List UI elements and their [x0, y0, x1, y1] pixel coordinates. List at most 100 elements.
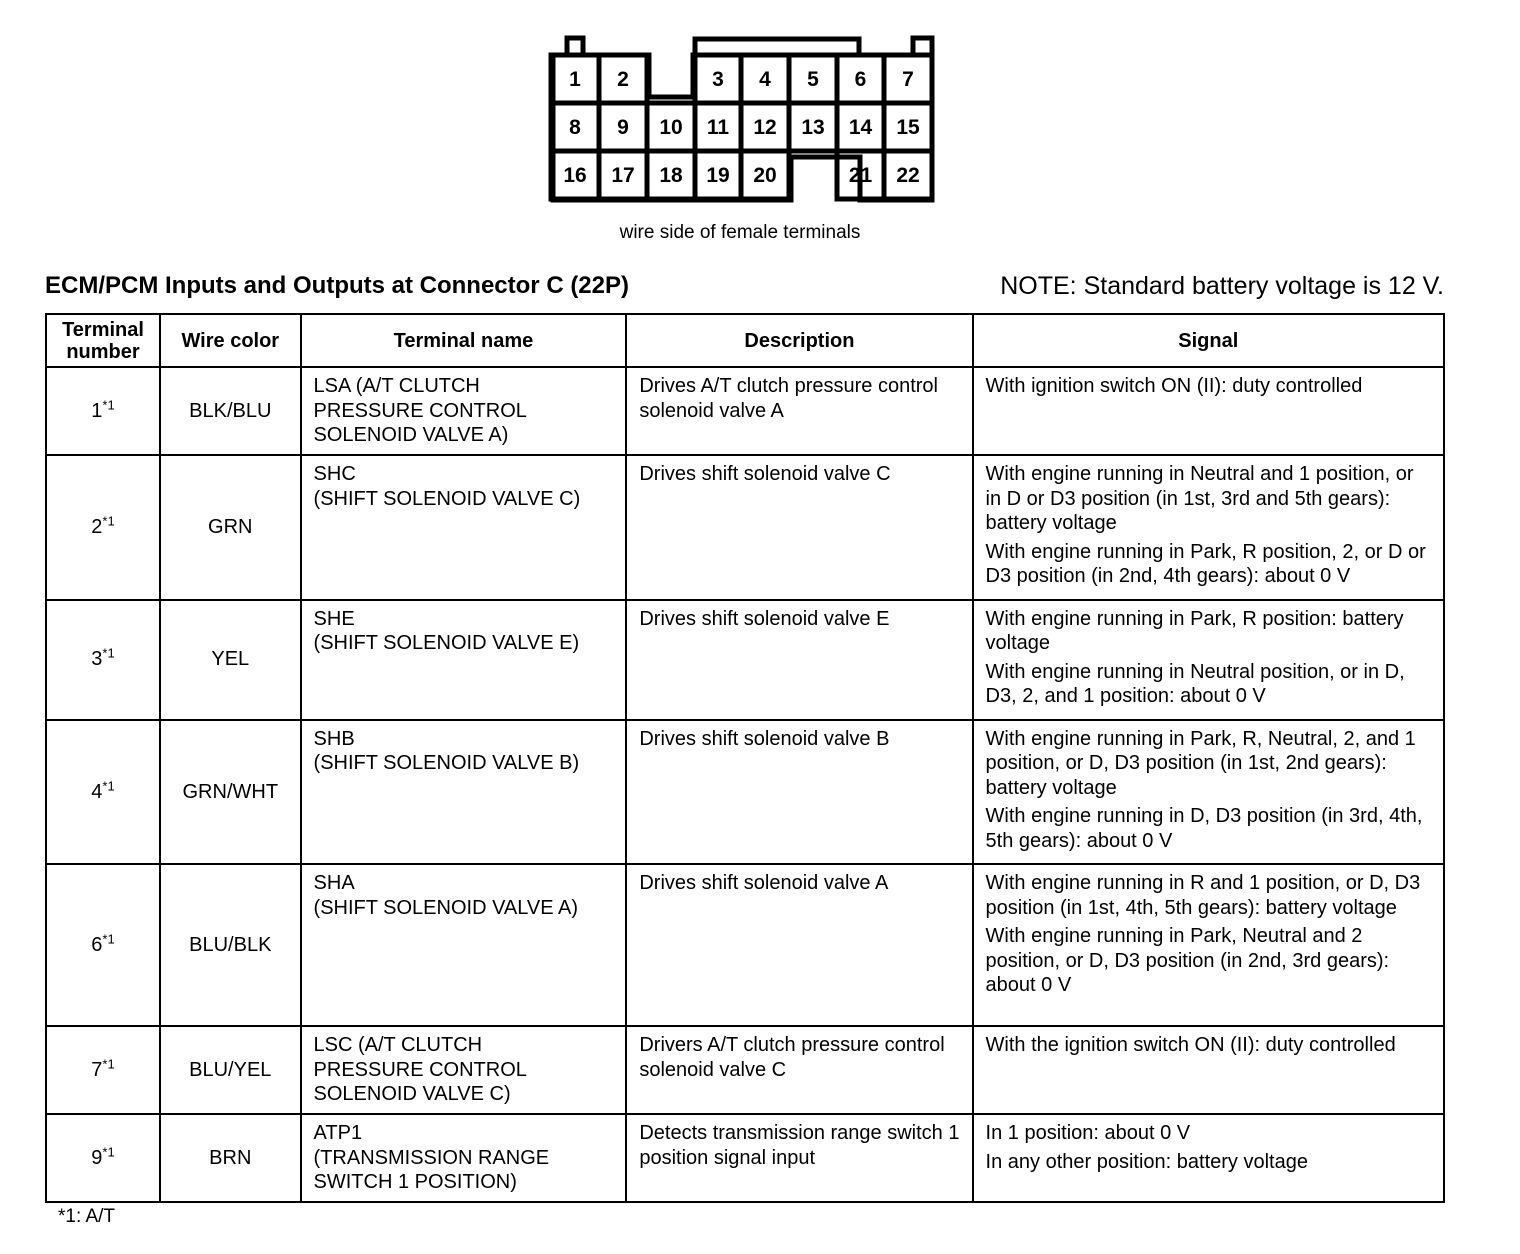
footnote-mark: *1 [102, 1056, 115, 1072]
signal: With engine running in Park, R, Neutral,… [971, 718, 1446, 865]
terminal-number: 8 [569, 116, 581, 139]
footnote-mark: *1 [102, 931, 115, 947]
description: Drives shift solenoid valve A [625, 863, 974, 1027]
terminal-name-line: (SHIFT SOLENOID VALVE E) [313, 632, 580, 654]
terminal-name-line: PRESSURE CONTROL [313, 399, 527, 422]
terminal-name-line: (SHIFT SOLENOID VALVE A) [313, 896, 579, 919]
signal-line: With engine running in Neutral and 1 pos… [985, 463, 1414, 534]
terminal-number: 4 [91, 780, 103, 803]
terminal-number: 7 [91, 1058, 103, 1081]
page-title: ECM/PCM Inputs and Outputs at Connector … [45, 272, 630, 299]
terminal-name: LSA (A/T CLUTCH PRESSURE CONTROL SOLENOID … [299, 366, 628, 456]
description: Drives shift solenoid valve C [625, 454, 974, 601]
description: Drivers A/T clutch pressure control sole… [625, 1025, 974, 1115]
footnote-mark: *1 [102, 513, 115, 529]
footnote-mark: *1 [102, 645, 115, 661]
column-header: Terminal number [44, 313, 162, 368]
terminal-number: 4 [759, 68, 771, 91]
terminal-name-line: SHC [313, 463, 356, 485]
footnote: *1: A/T [58, 1206, 116, 1227]
column-header: Signal [971, 313, 1446, 368]
description: Drives A/T clutch pressure control solen… [625, 366, 974, 456]
terminal-number: 6 [855, 68, 867, 91]
terminal-name-line: PRESSURE CONTROL [313, 1058, 527, 1081]
terminal-number: 10 [659, 116, 682, 139]
wire-color: GRN [159, 454, 302, 601]
terminal-number: 9 [617, 116, 629, 139]
wire-color: GRN/WHT [159, 718, 302, 865]
table-row: 1*1 BLK/BLU LSA (A/T CLUTCH PRESSURE CONTRO… [44, 366, 1446, 456]
wire-color: BLK/BLU [159, 366, 302, 456]
wire-color: BRN [159, 1113, 302, 1203]
signal: With ignition switch ON (II): duty contr… [971, 366, 1446, 456]
wire-color: BLU/BLK [159, 863, 302, 1027]
table-row: 9*1 BRN ATP1 (TRANSMISSION RANGE SWITCH 1 PO… [44, 1113, 1446, 1203]
terminal-number-cell: 2*1 [44, 454, 162, 601]
terminal-name-line: (SHIFT SOLENOID VALVE C) [313, 487, 581, 510]
terminal-name-line: SWITCH 1 POSITION) [313, 1171, 517, 1193]
terminal-name-line: SOLENOID VALVE A) [313, 424, 509, 446]
column-header: Description [625, 313, 974, 368]
terminal-cell [881, 148, 935, 202]
signal: With engine running in R and 1 position,… [971, 863, 1446, 1027]
terminal-name: LSC (A/T CLUTCH PRESSURE CONTROL SOLENOID … [299, 1025, 628, 1115]
terminal-number-cell: 9*1 [44, 1113, 162, 1203]
terminal-name-line: (TRANSMISSION RANGE [313, 1146, 550, 1169]
terminal-name: SHC (SHIFT SOLENOID VALVE C) [299, 454, 628, 601]
footnote-mark: *1 [102, 397, 115, 413]
terminal-name: SHB (SHIFT SOLENOID VALVE B) [299, 718, 628, 865]
column-header: Wire color [159, 313, 302, 368]
terminal-number: 1 [569, 68, 581, 91]
signal: With engine running in Neutral and 1 pos… [971, 454, 1446, 601]
terminal-number-cell: 3*1 [44, 598, 162, 721]
terminal-cell [738, 148, 792, 202]
terminal-name: ATP1 (TRANSMISSION RANGE SWITCH 1 POSITION… [299, 1113, 628, 1203]
voltage-note: NOTE: Standard battery voltage is 12 V. [1000, 272, 1444, 300]
terminal-number: 16 [563, 164, 586, 187]
terminal-number: 19 [706, 164, 729, 187]
signal-line: In any other position: battery voltage [985, 1150, 1308, 1173]
terminal-name-line: SHB [313, 727, 355, 750]
terminal-number: 7 [902, 68, 914, 91]
terminal-number: 22 [896, 164, 919, 187]
column-header: Terminal name [299, 313, 628, 368]
terminal-table: Terminal number Wire color Terminal name De… [44, 313, 1446, 1203]
terminal-number: 9 [91, 1146, 103, 1169]
terminal-name-line: ATP1 [313, 1122, 363, 1144]
signal-line: With ignition switch ON (II): duty contr… [985, 375, 1363, 397]
terminal-name-line: SHA [313, 872, 355, 894]
connector-latch [692, 36, 862, 55]
terminal-number-cell: 4*1 [44, 718, 162, 865]
terminal-number-cell: 1*1 [44, 366, 162, 456]
terminal-name-line: LSA (A/T CLUTCH [313, 375, 480, 397]
terminal-number: 13 [801, 116, 824, 139]
terminal-number: 14 [849, 116, 873, 139]
terminal-number: 15 [896, 116, 920, 139]
terminal-number: 12 [753, 116, 776, 139]
connector-caption: wire side of female terminals [619, 222, 861, 243]
terminal-number-cell: 6*1 [44, 863, 162, 1027]
signal-line: In 1 position: about 0 V [985, 1122, 1191, 1144]
terminal-number: 2 [617, 68, 629, 91]
terminal-name-line: LSC (A/T CLUTCH [313, 1034, 483, 1056]
signal-line: With engine running in Park, R, Neutral,… [985, 727, 1416, 799]
signal-line: With engine running in D, D3 position (i… [985, 805, 1423, 852]
terminal-number: 3 [91, 648, 103, 671]
terminal-name-line: SHE [313, 607, 355, 630]
terminal-number: 20 [753, 164, 776, 187]
signal-line: With engine running in Neutral position,… [985, 660, 1405, 708]
terminal-number: 3 [712, 68, 724, 91]
signal-line: With engine running in R and 1 position,… [985, 872, 1421, 919]
footnote-mark: *1 [102, 777, 115, 793]
terminal-number: 17 [611, 164, 634, 187]
wire-color: BLU/YEL [159, 1025, 302, 1115]
terminal-number: 2 [91, 516, 103, 538]
table-row: 4*1 GRN/WHT SHB (SHIFT SOLENOID VALVE B) Dri… [44, 718, 1446, 865]
terminal-number: 6 [91, 933, 103, 956]
description: Drives shift solenoid valve E [625, 598, 974, 721]
signal: With engine running in Park, R position:… [971, 598, 1446, 721]
terminal-number: 21 [849, 164, 873, 187]
terminal-number: 18 [659, 164, 683, 187]
table-row: 7*1 BLU/YEL LSC (A/T CLUTCH PRESSURE CONTRO… [44, 1025, 1446, 1115]
